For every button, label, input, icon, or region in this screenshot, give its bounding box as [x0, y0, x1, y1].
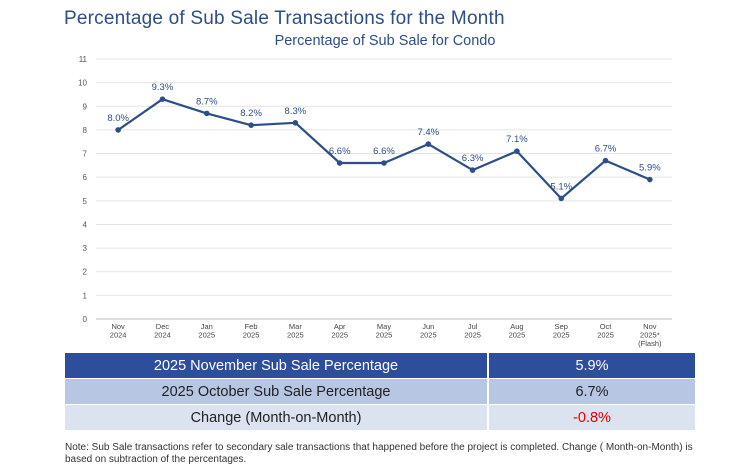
- y-tick-label: 7: [83, 150, 88, 159]
- data-label: 8.2%: [240, 108, 262, 119]
- data-point: [514, 148, 520, 154]
- footnote: Note: Sub Sale transactions refer to sec…: [65, 442, 693, 465]
- x-axis-ticks: Nov 2024 Dec 2024 Jan 2025 Feb 2025 Mar 2025 Apr 20…: [110, 322, 662, 348]
- y-axis-ticks: 0 1 2 3 4 5 6 7 8 9 10 11: [78, 55, 87, 324]
- y-tick-label: 10: [78, 79, 87, 88]
- summary-row-previous: 2025 October Sub Sale Percentage 6.7%: [65, 378, 695, 405]
- x-tick-label: Sep 2025: [553, 322, 570, 340]
- summary-change-value: -0.8%: [488, 404, 695, 431]
- summary-label: Change (Month-on-Month): [65, 404, 489, 431]
- x-tick-label: Oct 2025: [597, 322, 614, 340]
- x-tick-label: Nov 2025* (Flash): [638, 322, 662, 348]
- data-label: 6.7%: [595, 144, 617, 155]
- data-label: 6.6%: [373, 146, 395, 157]
- data-label: 6.6%: [329, 146, 351, 157]
- y-tick-label: 5: [83, 197, 88, 206]
- data-point: [292, 120, 299, 126]
- x-tick-label: May 2025: [376, 322, 393, 340]
- summary-value: 5.9%: [488, 353, 695, 379]
- x-tick-label: Feb 2025: [243, 322, 260, 340]
- data-point: [381, 160, 387, 166]
- data-point: [602, 157, 609, 164]
- x-tick-label: Jul 2025: [464, 322, 481, 340]
- data-label: 8.3%: [285, 106, 307, 117]
- y-tick-label: 6: [83, 173, 88, 182]
- data-label: 7.1%: [506, 134, 528, 145]
- data-point: [469, 167, 476, 173]
- summary-label: 2025 November Sub Sale Percentage: [65, 353, 489, 379]
- summary-label: 2025 October Sub Sale Percentage: [65, 378, 489, 405]
- data-labels: 8.0% 9.3% 8.7% 8.2% 8.3% 6.6% 6.6% 7.4% 6.3% 7.1%…: [107, 82, 661, 192]
- y-tick-label: 1: [83, 291, 88, 300]
- y-tick-label: 0: [83, 315, 88, 324]
- y-tick-label: 2: [83, 268, 88, 277]
- x-tick-label: Nov 2024: [110, 322, 127, 340]
- data-label: 8.7%: [196, 96, 218, 107]
- data-label: 9.3%: [152, 82, 174, 93]
- data-label: 6.3%: [462, 153, 484, 164]
- y-tick-label: 9: [83, 102, 88, 111]
- x-tick-label: Dec 2024: [154, 322, 171, 340]
- summary-table: 2025 November Sub Sale Percentage 5.9% 2…: [65, 353, 695, 431]
- data-point: [558, 195, 565, 202]
- data-label: 5.9%: [639, 163, 661, 174]
- x-tick-label: Jun 2025: [420, 322, 437, 340]
- y-tick-label: 8: [83, 126, 88, 135]
- data-point: [647, 176, 653, 183]
- summary-row-current: 2025 November Sub Sale Percentage 5.9%: [65, 353, 695, 379]
- y-tick-label: 4: [83, 220, 88, 229]
- x-tick-label: Aug 2025: [509, 322, 526, 340]
- y-tick-label: 3: [83, 244, 88, 253]
- summary-value: 6.7%: [488, 378, 695, 405]
- page-title: Percentage of Sub Sale Transactions for …: [64, 8, 505, 29]
- data-point: [115, 127, 121, 133]
- data-point: [425, 141, 432, 147]
- data-label: 5.1%: [550, 181, 572, 192]
- data-point: [248, 122, 254, 128]
- x-tick-label: Jan 2025: [198, 322, 215, 340]
- gridlines: [96, 58, 672, 320]
- data-point: [336, 160, 343, 166]
- y-tick-label: 11: [79, 55, 88, 64]
- chart-title: Percentage of Sub Sale for Condo: [274, 33, 496, 49]
- x-tick-label: Apr 2025: [331, 322, 348, 340]
- data-points: [115, 96, 653, 202]
- x-tick-label: Mar 2025: [287, 322, 304, 340]
- data-point: [159, 96, 166, 102]
- data-label: 7.4%: [417, 127, 439, 138]
- summary-row-change: Change (Month-on-Month) -0.8%: [65, 404, 695, 431]
- data-point: [203, 110, 210, 117]
- line-chart: 0 1 2 3 4 5 6 7 8 9 10 11 Nov 2024 Dec 2024 Jan 2025 Feb 2…: [78, 55, 672, 348]
- data-label: 8.0%: [107, 113, 129, 124]
